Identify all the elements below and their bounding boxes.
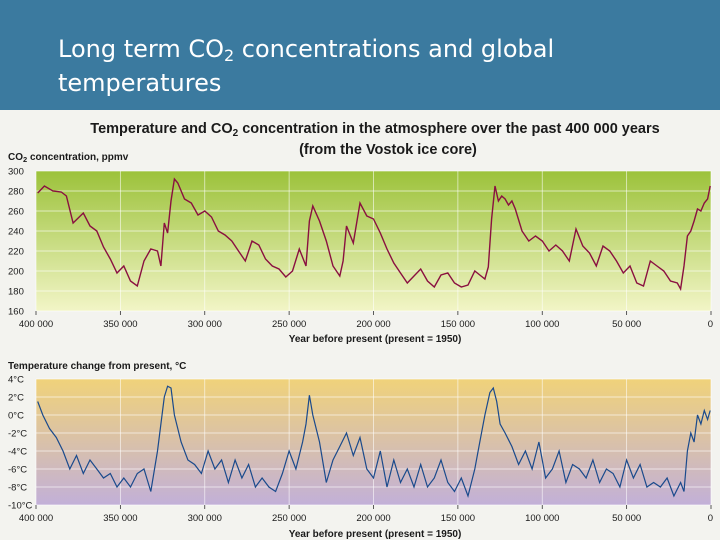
- temp-y-tick-label: -6°C: [8, 465, 27, 476]
- co2-x-ticks: 400 000 350 000 300 000 250 000 200 000 150 0…: [19, 311, 713, 330]
- co2-y-tick-label: 220: [8, 247, 24, 258]
- co2-x-tick-label: 0: [708, 319, 713, 330]
- temp-x-tick-label: 250 000: [272, 513, 306, 524]
- figure-svg: Temperature and CO2 concentration in the…: [8, 121, 713, 540]
- figure-title-line2: (from the Vostok ice core): [299, 142, 477, 158]
- temp-x-tick-label: 300 000: [188, 513, 222, 524]
- co2-y-tick-label: 200: [8, 267, 24, 278]
- temp-y-tick-label: -8°C: [8, 483, 27, 494]
- slide-title: Long term CO2 concentrations and global …: [58, 32, 698, 100]
- slide-header: Long term CO2 concentrations and global …: [0, 0, 720, 110]
- co2-y-tick-label: 300: [8, 167, 24, 178]
- co2-gridlines: [35, 170, 712, 312]
- co2-y-ticks: 160 180 200 220 240 260 280 300: [8, 167, 24, 318]
- temp-x-axis-label: Year before present (present = 1950): [289, 529, 462, 540]
- temp-y-ticks: -10°C -8°C -6°C -4°C -2°C 0°C 2°C 4°C: [8, 375, 33, 512]
- co2-x-axis-label: Year before present (present = 1950): [289, 334, 462, 345]
- temp-y-axis-label: Temperature change from present, °C: [8, 361, 186, 372]
- temp-x-tick-label: 100 000: [525, 513, 559, 524]
- slide-title-text-rest: concentrations and global temperatures: [58, 35, 555, 97]
- co2-y-tick-label: 280: [8, 187, 24, 198]
- vostok-figure: Temperature and CO2 concentration in the…: [0, 110, 720, 540]
- temp-y-tick-label: 0°C: [8, 411, 24, 422]
- co2-x-tick-label: 200 000: [356, 319, 390, 330]
- temp-x-tick-label: 150 000: [441, 513, 475, 524]
- co2-y-tick-label: 180: [8, 287, 24, 298]
- temp-x-tick-label: 0: [708, 513, 713, 524]
- co2-x-tick-label: 100 000: [525, 319, 559, 330]
- temp-y-tick-label: 2°C: [8, 393, 24, 404]
- temp-y-tick-label: -4°C: [8, 447, 27, 458]
- co2-y-tick-label: 240: [8, 227, 24, 238]
- temp-series-line: [37, 385, 711, 499]
- co2-y-tick-label: 260: [8, 207, 24, 218]
- temp-x-tick-label: 350 000: [103, 513, 137, 524]
- temp-y-tick-label: 4°C: [8, 375, 24, 386]
- temp-x-ticks: 400 000 350 000 300 000 250 000 200 000 150 0…: [19, 505, 713, 524]
- temp-y-tick-label: -10°C: [8, 501, 33, 512]
- co2-y-tick-label: 160: [8, 307, 24, 318]
- co2-x-tick-label: 250 000: [272, 319, 306, 330]
- co2-x-tick-label: 350 000: [103, 319, 137, 330]
- temp-y-tick-label: -2°C: [8, 429, 27, 440]
- temp-x-tick-label: 50 000: [612, 513, 641, 524]
- co2-x-tick-label: 150 000: [441, 319, 475, 330]
- co2-y-axis-label: CO2 concentration, ppmv: [8, 152, 129, 164]
- temp-x-tick-label: 200 000: [356, 513, 390, 524]
- slide-title-subscript: 2: [223, 46, 235, 65]
- co2-x-tick-label: 300 000: [188, 319, 222, 330]
- co2-x-tick-label: 400 000: [19, 319, 53, 330]
- co2-series-line: [37, 177, 711, 292]
- figure-title-line1: Temperature and CO2 concentration in the…: [90, 121, 659, 139]
- co2-x-tick-label: 50 000: [612, 319, 641, 330]
- temp-x-tick-label: 400 000: [19, 513, 53, 524]
- slide-title-text: Long term CO: [58, 35, 224, 63]
- temp-gridlines: [35, 378, 712, 506]
